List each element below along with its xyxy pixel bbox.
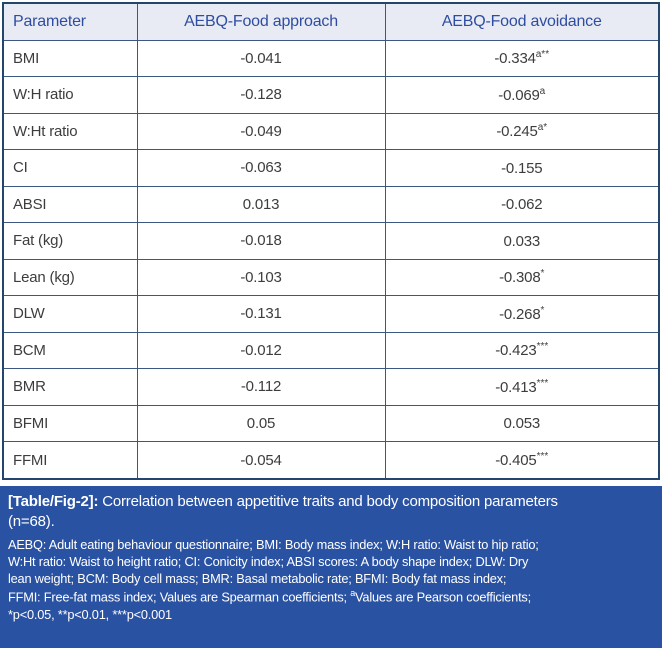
approach-cell: -0.103 [136,258,386,296]
approach-cell: -0.049 [136,112,386,150]
caption-note-text: FFMI: Free-fat mass index; Values are Sp… [8,589,351,605]
avoidance-cell: 0.053 [384,404,660,442]
table-row: ABSI 0.013 -0.062 [2,185,660,223]
significance-superscript: *** [536,451,549,462]
caption-note-text: Values are Pearson coefficients; [355,589,531,605]
approach-cell: -0.012 [136,331,386,369]
approach-cell: -0.018 [136,222,386,260]
significance-superscript: * [540,304,545,316]
avoidance-cell: -0.308* [384,258,660,296]
significance-superscript: * [540,268,545,280]
significance-superscript: a** [535,49,550,61]
table-row: W:Ht ratio -0.049 -0.245a* [2,112,660,150]
significance-superscript: a* [537,122,548,134]
avoidance-cell: -0.413*** [384,368,660,406]
table-row: BCM -0.012 -0.423*** [2,331,660,369]
avoidance-cell: 0.033 [384,222,660,260]
caption-note-line: W:Ht ratio: Waist to height ratio; CI: C… [8,553,529,569]
avoidance-value: 0.053 [503,415,541,433]
avoidance-value: -0.268 [499,305,541,323]
pearson-superscript: a [350,588,356,599]
table-row: BFMI 0.05 0.053 [2,404,660,442]
caption-title: [Table/Fig-2]: Correlation between appet… [8,492,583,533]
param-cell: W:Ht ratio [2,112,138,150]
caption-label: [Table/Fig-2]: [8,493,99,510]
table-row: Lean (kg) -0.103 -0.308* [2,258,660,296]
caption-note-line: AEBQ: Adult eating behaviour questionnai… [8,536,539,552]
approach-cell: -0.063 [136,149,386,187]
avoidance-value: 0.033 [503,232,541,250]
significance-superscript: *** [536,341,549,353]
header-row: Parameter AEBQ-Food approach AEBQ-Food a… [2,2,660,41]
column-header-parameter: Parameter [2,2,138,41]
avoidance-value: -0.413 [495,378,537,396]
param-cell: W:H ratio [2,76,138,114]
significance-superscript: *** [536,377,549,389]
avoidance-cell: -0.069a [384,76,660,114]
table-row: CI -0.063 -0.155 [2,149,660,187]
figure-caption: [Table/Fig-2]: Correlation between appet… [0,486,662,648]
table-row: BMR -0.112 -0.413*** [2,368,660,406]
param-cell: BMR [2,368,138,406]
caption-note-line: lean weight; BCM: Body cell mass; BMR: B… [8,571,507,587]
avoidance-value: -0.069 [498,86,540,104]
correlation-table-area: Parameter AEBQ-Food approach AEBQ-Food a… [2,2,660,480]
param-cell: DLW [2,295,138,333]
avoidance-value: -0.062 [501,196,543,214]
approach-cell: 0.05 [136,404,386,442]
table-caption-divider [0,480,662,486]
avoidance-value: -0.308 [499,269,541,287]
avoidance-value: -0.155 [501,159,543,177]
param-cell: Fat (kg) [2,222,138,260]
table-row: BMI -0.041 -0.334a** [2,39,660,77]
correlation-table: Parameter AEBQ-Food approach AEBQ-Food a… [2,2,660,480]
approach-cell: -0.054 [136,441,386,480]
avoidance-value: -0.245 [496,123,538,141]
column-header-food-approach: AEBQ-Food approach [136,2,386,41]
avoidance-value: -0.334 [494,50,536,68]
avoidance-cell: -0.268* [384,295,660,333]
param-cell: CI [2,149,138,187]
table-row: Fat (kg) -0.018 0.033 [2,222,660,260]
avoidance-cell: -0.334a** [384,39,660,77]
param-cell: ABSI [2,185,138,223]
approach-cell: -0.112 [136,368,386,406]
avoidance-cell: -0.405*** [384,441,660,480]
caption-significance-legend: *p<0.05, **p<0.01, ***p<0.001 [8,606,172,622]
caption-title-text: Correlation between appetitive traits an… [8,493,558,531]
avoidance-value: -0.405 [495,452,537,469]
significance-superscript: a [539,85,546,97]
column-header-food-avoidance: AEBQ-Food avoidance [384,2,660,41]
table-row: DLW -0.131 -0.268* [2,295,660,333]
param-cell: BMI [2,39,138,77]
caption-note-line: FFMI: Free-fat mass index; Values are Sp… [8,587,652,606]
approach-cell: 0.013 [136,185,386,223]
caption-abbreviations: AEBQ: Adult eating behaviour questionnai… [8,536,652,624]
approach-cell: -0.128 [136,76,386,114]
param-cell: FFMI [2,441,138,480]
approach-cell: -0.131 [136,295,386,333]
param-cell: Lean (kg) [2,258,138,296]
table-row: W:H ratio -0.128 -0.069a [2,76,660,114]
avoidance-cell: -0.155 [384,149,660,187]
param-cell: BFMI [2,404,138,442]
approach-cell: -0.041 [136,39,386,77]
avoidance-cell: -0.423*** [384,331,660,369]
avoidance-value: -0.423 [495,342,537,360]
param-cell: BCM [2,331,138,369]
table-row: FFMI -0.054 -0.405*** [2,441,660,480]
avoidance-cell: -0.062 [384,185,660,223]
avoidance-cell: -0.245a* [384,112,660,150]
